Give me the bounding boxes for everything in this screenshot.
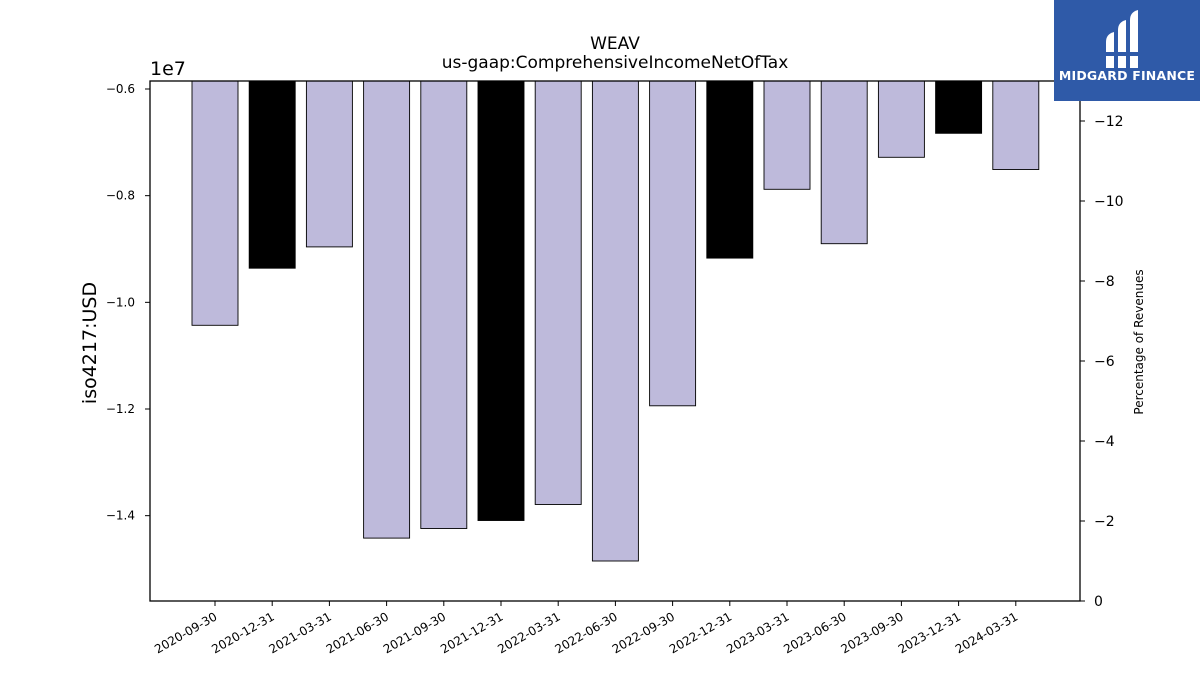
chart-title: WEAV: [590, 34, 640, 54]
x-tick-label: 2023-06-30: [781, 609, 848, 656]
y-tick-label: −0.8: [106, 189, 135, 203]
x-tick-label: 2020-09-30: [152, 609, 219, 656]
bar-2021-12-31: [477, 80, 525, 521]
y2-axis: 0 −2 −4 −6 −8 −10 −12: [1080, 114, 1124, 610]
bar-2023-12-31: [935, 80, 983, 134]
midgard-finance-logo: MIDGARD FINANCE: [1054, 0, 1200, 101]
y2-tick-label: −8: [1094, 274, 1115, 290]
bar-2021-03-31: [305, 80, 353, 248]
x-tick-label: 2023-09-30: [838, 609, 905, 656]
y2-axis-label: Percentage of Revenues: [1132, 269, 1146, 414]
y-tick-label: −1.4: [106, 509, 135, 523]
logo-text: MIDGARD FINANCE: [1058, 68, 1196, 83]
x-tick-label: 2023-12-31: [896, 609, 963, 656]
bar-2022-12-31: [706, 80, 754, 259]
y-tick-label: −1.0: [106, 295, 135, 309]
bar-2023-09-30: [877, 80, 925, 158]
x-tick-label: 2023-03-31: [724, 609, 791, 656]
bar-2020-09-30: [191, 80, 239, 326]
bar-2020-12-31: [248, 80, 296, 269]
x-tick-label: 2022-06-30: [552, 609, 619, 656]
y-offset-label: 1e7: [150, 58, 186, 80]
bar-2021-06-30: [363, 80, 411, 539]
bar-2022-06-30: [591, 80, 639, 562]
bar-2024-03-31: [992, 80, 1040, 170]
x-axis: 2020-09-302020-12-312021-03-312021-06-30…: [152, 601, 1020, 656]
x-tick-label: 2021-09-30: [381, 609, 448, 656]
x-tick-label: 2021-03-31: [266, 609, 333, 656]
chart-subtitle: us-gaap:ComprehensiveIncomeNetOfTax: [442, 53, 789, 73]
y-tick-label: −1.2: [106, 402, 135, 416]
bars-group: [191, 80, 1040, 562]
x-tick-label: 2024-03-31: [953, 609, 1020, 656]
x-tick-label: 2022-12-31: [667, 609, 734, 656]
y2-tick-label: 0: [1094, 594, 1103, 610]
bar-2022-09-30: [649, 80, 697, 407]
y-axis: −0.6 −0.8 −1.0 −1.2 −1.4: [106, 82, 150, 523]
bar-2023-03-31: [763, 80, 811, 190]
y2-tick-label: −12: [1094, 114, 1124, 130]
y2-tick-label: −10: [1094, 194, 1124, 210]
x-tick-label: 2021-06-30: [324, 609, 391, 656]
bar-2023-06-30: [820, 80, 868, 245]
x-tick-label: 2022-03-31: [495, 609, 562, 656]
y2-tick-label: −4: [1094, 434, 1115, 450]
plot-frame: [149, 80, 1081, 602]
bar-2021-09-30: [420, 80, 468, 529]
y-tick-label: −0.6: [106, 82, 135, 96]
y2-tick-label: −6: [1094, 354, 1115, 370]
bar-2022-03-31: [534, 80, 582, 505]
x-tick-label: 2020-12-31: [209, 609, 276, 656]
x-tick-label: 2021-12-31: [438, 609, 505, 656]
y-axis-label: iso4217:USD: [79, 282, 101, 404]
x-tick-label: 2022-09-30: [610, 609, 677, 656]
midgard-logo-icon: [1104, 10, 1144, 68]
y2-tick-label: −2: [1094, 514, 1115, 530]
